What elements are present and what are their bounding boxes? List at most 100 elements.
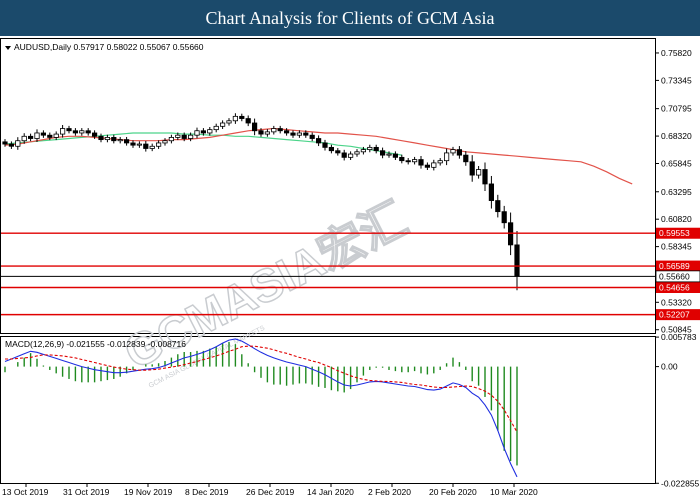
level-lines: 0.59553 0.56589 0.54656 0.52207 xyxy=(1,227,700,321)
price-tick-label: 0.63295 xyxy=(661,187,692,197)
level-tag xyxy=(656,260,700,272)
candle xyxy=(418,159,424,166)
time-tick-label: 26 Dec 2019 xyxy=(246,487,294,497)
candle xyxy=(264,131,271,135)
macd-line xyxy=(4,338,518,478)
candle xyxy=(328,146,335,152)
candle xyxy=(379,150,386,156)
candle xyxy=(463,154,469,163)
macd-histogram xyxy=(4,341,518,466)
candle xyxy=(104,137,110,141)
candle xyxy=(347,153,354,158)
price-tick-label: 0.70795 xyxy=(661,104,692,114)
candle xyxy=(143,143,149,149)
candle xyxy=(187,134,194,139)
candle xyxy=(482,169,488,185)
candle xyxy=(399,156,405,162)
candle xyxy=(72,130,78,134)
candle xyxy=(175,134,181,138)
candle xyxy=(315,138,322,144)
candle xyxy=(437,160,443,164)
level-tag-label: 0.59553 xyxy=(659,228,690,238)
candle xyxy=(200,130,206,134)
candle xyxy=(456,149,463,156)
candle xyxy=(136,143,142,146)
candle xyxy=(79,130,85,134)
time-tick-label: 10 Mar 2020 xyxy=(490,487,538,497)
time-tick-label: 13 Oct 2019 xyxy=(2,487,49,497)
candle xyxy=(92,132,98,137)
time-tick-label: 31 Oct 2019 xyxy=(63,487,110,497)
level-tag xyxy=(656,309,700,321)
candle xyxy=(27,135,34,139)
candle xyxy=(360,149,367,153)
candle xyxy=(213,125,219,131)
candle xyxy=(239,115,245,119)
candle xyxy=(207,129,213,134)
candle xyxy=(303,132,309,136)
candle xyxy=(226,120,232,124)
candle xyxy=(283,130,290,134)
level-tag-label: 0.54656 xyxy=(659,282,690,292)
level-tag-label: 0.52207 xyxy=(659,310,690,320)
banner-title: Chart Analysis for Clients of GCM Asia xyxy=(0,0,700,36)
macd-panel-frame xyxy=(0,336,656,484)
price-tick-label: 0.75820 xyxy=(661,48,692,58)
candle xyxy=(8,143,14,147)
candle xyxy=(373,146,379,152)
candle xyxy=(367,146,373,150)
candle xyxy=(424,164,431,168)
candle xyxy=(149,145,155,149)
macd-tick-label: -0.022855 xyxy=(661,478,700,488)
time-axis: 13 Oct 2019 31 Oct 2019 19 Nov 2019 8 Dec 2… xyxy=(2,483,538,497)
signal-path xyxy=(5,345,518,433)
candle xyxy=(111,137,117,142)
time-tick-label: 8 Dec 2019 xyxy=(185,487,229,497)
legend-triangle-icon xyxy=(5,46,11,50)
time-tick-label: 19 Nov 2019 xyxy=(124,487,172,497)
candle xyxy=(392,153,399,158)
candle xyxy=(60,128,66,135)
price-tick-label: 0.60820 xyxy=(661,214,692,224)
current-price-label: 0.55660 xyxy=(659,271,690,281)
candle xyxy=(431,162,437,168)
candle xyxy=(495,200,501,213)
price-tick-label: 0.73345 xyxy=(661,75,692,85)
candle xyxy=(277,128,283,132)
price-tick-label: 0.53320 xyxy=(661,297,692,307)
candle xyxy=(309,134,315,139)
price-panel-frame xyxy=(0,38,656,334)
candle xyxy=(155,142,162,147)
candle xyxy=(341,152,347,158)
price-tick-label: 0.50845 xyxy=(661,325,692,335)
signal-line xyxy=(5,345,518,433)
watermark: GCMASIA宏汇 GCM ASIA GLOBAL CAPITAL MARKET… xyxy=(115,191,416,389)
candle xyxy=(488,183,495,201)
level-tag-label: 0.56589 xyxy=(659,261,690,271)
candle xyxy=(271,128,277,133)
candle xyxy=(405,160,411,163)
level-tag xyxy=(656,227,700,239)
candle xyxy=(168,137,174,142)
candle xyxy=(194,130,200,136)
macd-tick-label: 0.00 xyxy=(661,362,678,372)
watermark-brand: GCMASIA宏汇 xyxy=(116,192,415,379)
candle xyxy=(322,142,328,148)
macd-path xyxy=(4,338,518,478)
candle xyxy=(290,132,296,136)
price-tick-label: 0.65845 xyxy=(661,159,692,169)
time-tick-label: 20 Feb 2020 xyxy=(429,487,477,497)
time-tick-label: 2 Feb 2020 xyxy=(368,487,411,497)
macd-axis: 0.005783 0.00 -0.022855 xyxy=(655,332,700,488)
candle xyxy=(98,135,104,141)
candle xyxy=(296,132,303,136)
candle xyxy=(475,169,482,176)
level-tag xyxy=(656,281,700,293)
price-tick-label: 0.68320 xyxy=(661,131,692,141)
candle xyxy=(501,211,507,224)
macd-legend: MACD(12,26,9) -0.021555 -0.012839 -0.008… xyxy=(5,339,186,349)
candle xyxy=(219,122,226,127)
candle xyxy=(15,140,21,147)
time-tick-label: 14 Jan 2020 xyxy=(307,487,354,497)
candle xyxy=(232,115,238,122)
